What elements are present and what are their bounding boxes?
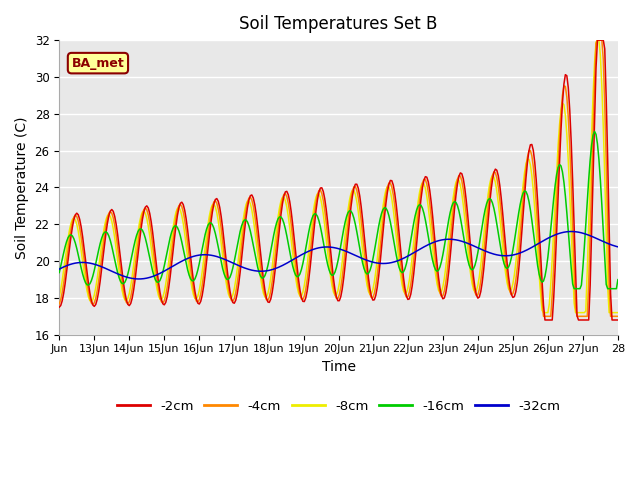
X-axis label: Time: Time <box>321 360 356 374</box>
Title: Soil Temperatures Set B: Soil Temperatures Set B <box>239 15 438 33</box>
Text: BA_met: BA_met <box>72 57 124 70</box>
Y-axis label: Soil Temperature (C): Soil Temperature (C) <box>15 116 29 259</box>
Legend: -2cm, -4cm, -8cm, -16cm, -32cm: -2cm, -4cm, -8cm, -16cm, -32cm <box>111 395 566 418</box>
